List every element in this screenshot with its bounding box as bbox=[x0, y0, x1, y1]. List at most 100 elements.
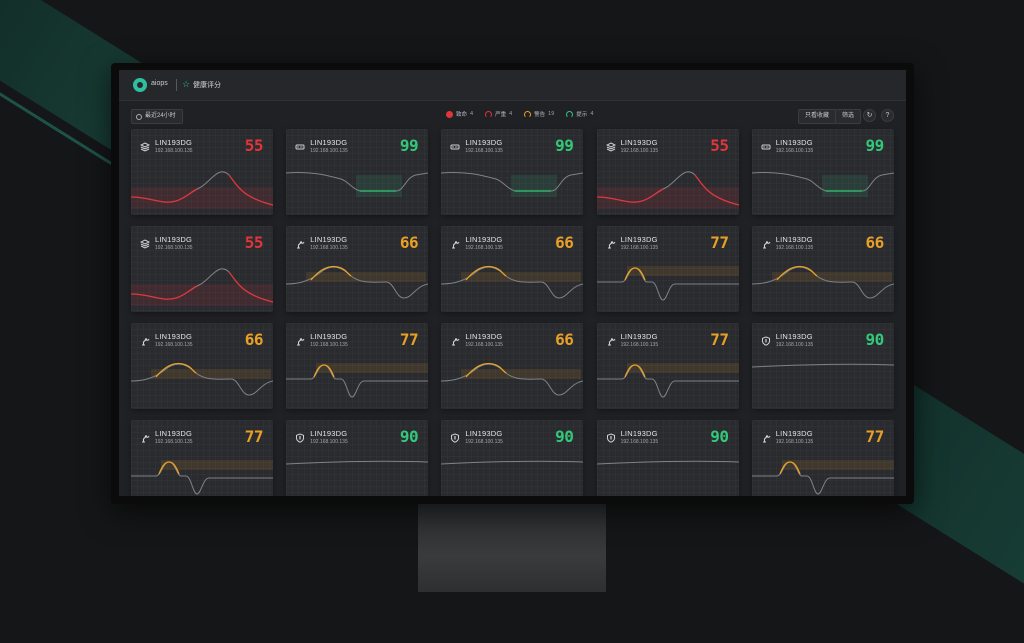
server-stack-icon bbox=[605, 139, 616, 152]
anomaly-segment bbox=[131, 285, 198, 300]
health-card[interactable]: LIN193DG 192.168.100.135 77 bbox=[751, 420, 894, 496]
device-name: LIN193DG bbox=[310, 138, 348, 147]
trend-chart bbox=[751, 265, 894, 299]
time-range-button[interactable]: 最近24小时 bbox=[131, 109, 183, 124]
health-card[interactable]: LIN193DG 192.168.100.135 55 bbox=[131, 226, 273, 312]
health-card[interactable]: LIN193DG 192.168.100.135 77 bbox=[596, 226, 739, 312]
filter-button[interactable]: 筛选 bbox=[835, 109, 862, 124]
health-score: 66 bbox=[865, 233, 884, 252]
health-card[interactable]: LIN193DG 192.168.100.135 90 bbox=[441, 420, 584, 496]
network-device-icon bbox=[761, 139, 771, 150]
health-card[interactable]: LIN193DG 192.168.100.135 66 bbox=[441, 226, 584, 312]
device-ip: 192.168.100.135 bbox=[155, 439, 193, 445]
time-range-label: 最近24小时 bbox=[145, 113, 176, 119]
robot-arm-icon bbox=[450, 333, 460, 346]
status-legend: 致命 4 严重 4 警告 19 提示 4 bbox=[446, 110, 593, 118]
device-name: LIN193DG bbox=[310, 429, 348, 438]
device-name: LIN193DG bbox=[775, 429, 813, 438]
health-card[interactable]: LIN193DG 192.168.100.135 55 bbox=[131, 129, 273, 215]
legend-item-severe[interactable]: 严重 4 bbox=[485, 110, 512, 118]
health-card[interactable]: LIN193DG 192.168.100.135 90 bbox=[596, 420, 739, 496]
health-card[interactable]: LIN193DG 192.168.100.135 99 bbox=[751, 129, 894, 215]
trend-chart bbox=[596, 363, 739, 398]
health-card[interactable]: LIN193DG 192.168.100.135 90 bbox=[286, 420, 429, 496]
device-ip: 192.168.100.135 bbox=[310, 439, 348, 445]
robot-arm-icon bbox=[761, 430, 771, 443]
legend-item-notice[interactable]: 提示 4 bbox=[566, 110, 593, 118]
health-card[interactable]: LIN193DG 192.168.100.135 66 bbox=[286, 226, 429, 312]
health-card[interactable]: LIN193DG 192.168.100.135 90 bbox=[751, 323, 894, 409]
device-ip: 192.168.100.135 bbox=[465, 439, 503, 445]
trend-chart bbox=[751, 363, 894, 368]
health-score: 55 bbox=[244, 136, 264, 155]
trend-chart bbox=[751, 172, 894, 197]
notice-status-icon bbox=[566, 110, 574, 118]
trend-line bbox=[751, 363, 894, 368]
trend-chart bbox=[596, 266, 739, 301]
legend-item-critical[interactable]: 致命 4 bbox=[446, 110, 473, 118]
clock-icon bbox=[136, 113, 142, 120]
health-card[interactable]: LIN193DG 192.168.100.135 66 bbox=[441, 323, 584, 409]
severe-status-icon bbox=[485, 110, 493, 118]
legend-label: 警告 bbox=[534, 112, 546, 118]
trend-chart bbox=[131, 268, 273, 306]
health-score: 90 bbox=[865, 330, 884, 349]
health-card[interactable]: LIN193DG 192.168.100.135 77 bbox=[131, 420, 273, 496]
refresh-icon[interactable]: ↻ bbox=[863, 109, 876, 122]
device-ip: 192.168.100.135 bbox=[310, 245, 348, 251]
monitor-frame: aiops ☆ 健康评分 最近24小时 致命 4 严重 4 警告 19 bbox=[111, 63, 914, 504]
anomaly-segment bbox=[155, 362, 197, 378]
trend-chart bbox=[441, 172, 584, 197]
device-name: LIN193DG bbox=[310, 235, 348, 244]
legend-count: 19 bbox=[548, 111, 555, 117]
device-ip: 192.168.100.135 bbox=[310, 342, 348, 348]
trend-chart bbox=[286, 172, 429, 197]
robot-arm-icon bbox=[140, 333, 150, 346]
anomaly-segment bbox=[623, 364, 646, 378]
anomaly-segment bbox=[158, 461, 180, 475]
anomaly-segment bbox=[776, 265, 818, 281]
device-name: LIN193DG bbox=[465, 138, 503, 147]
cloud-logo-icon[interactable] bbox=[133, 78, 147, 92]
health-score: 99 bbox=[555, 136, 574, 155]
health-card[interactable]: LIN193DG 192.168.100.135 77 bbox=[286, 323, 429, 409]
health-score: 99 bbox=[865, 136, 884, 155]
robot-arm-icon bbox=[140, 430, 150, 443]
health-card-grid: LIN193DG 192.168.100.135 55 LIN193DG 192.168… bbox=[131, 129, 894, 496]
health-card[interactable]: LIN193DG 192.168.100.135 99 bbox=[286, 129, 429, 215]
robot-arm-icon bbox=[606, 236, 616, 249]
threshold-band bbox=[461, 272, 582, 282]
help-icon[interactable]: ? bbox=[881, 109, 894, 122]
trend-line bbox=[286, 172, 429, 192]
anomaly-segment bbox=[596, 188, 663, 203]
health-score: 55 bbox=[710, 136, 729, 155]
trend-line bbox=[751, 266, 894, 299]
anomaly-segment bbox=[623, 267, 646, 281]
page-title: 健康评分 bbox=[193, 82, 221, 89]
threshold-band bbox=[626, 363, 739, 373]
favorites-only-button[interactable]: 只看收藏 bbox=[798, 109, 837, 124]
legend-item-warning[interactable]: 警告 19 bbox=[524, 110, 554, 118]
device-ip: 192.168.100.135 bbox=[155, 245, 193, 251]
trend-line bbox=[751, 172, 894, 192]
health-score: 77 bbox=[244, 427, 264, 446]
star-icon[interactable]: ☆ bbox=[182, 79, 191, 89]
device-name: LIN193DG bbox=[155, 332, 193, 341]
anomaly-segment bbox=[228, 271, 273, 303]
robot-arm-icon bbox=[761, 236, 771, 249]
threshold-band bbox=[131, 187, 273, 209]
device-name: LIN193DG bbox=[620, 138, 658, 147]
legend-count: 4 bbox=[509, 111, 513, 117]
health-card[interactable]: LIN193DG 192.168.100.135 66 bbox=[751, 226, 894, 312]
health-card[interactable]: LIN193DG 192.168.100.135 66 bbox=[131, 323, 273, 409]
device-ip: 192.168.100.135 bbox=[620, 439, 659, 445]
legend-label: 致命 bbox=[456, 112, 468, 118]
health-card[interactable]: LIN193DG 192.168.100.135 77 bbox=[596, 323, 739, 409]
threshold-band bbox=[596, 187, 739, 209]
device-ip: 192.168.100.135 bbox=[620, 245, 659, 251]
trend-line bbox=[441, 266, 584, 299]
health-card[interactable]: LIN193DG 192.168.100.135 99 bbox=[441, 129, 584, 215]
app-name: aiops bbox=[151, 80, 168, 87]
health-card[interactable]: LIN193DG 192.168.100.135 55 bbox=[596, 129, 739, 215]
shield-icon bbox=[761, 333, 771, 346]
